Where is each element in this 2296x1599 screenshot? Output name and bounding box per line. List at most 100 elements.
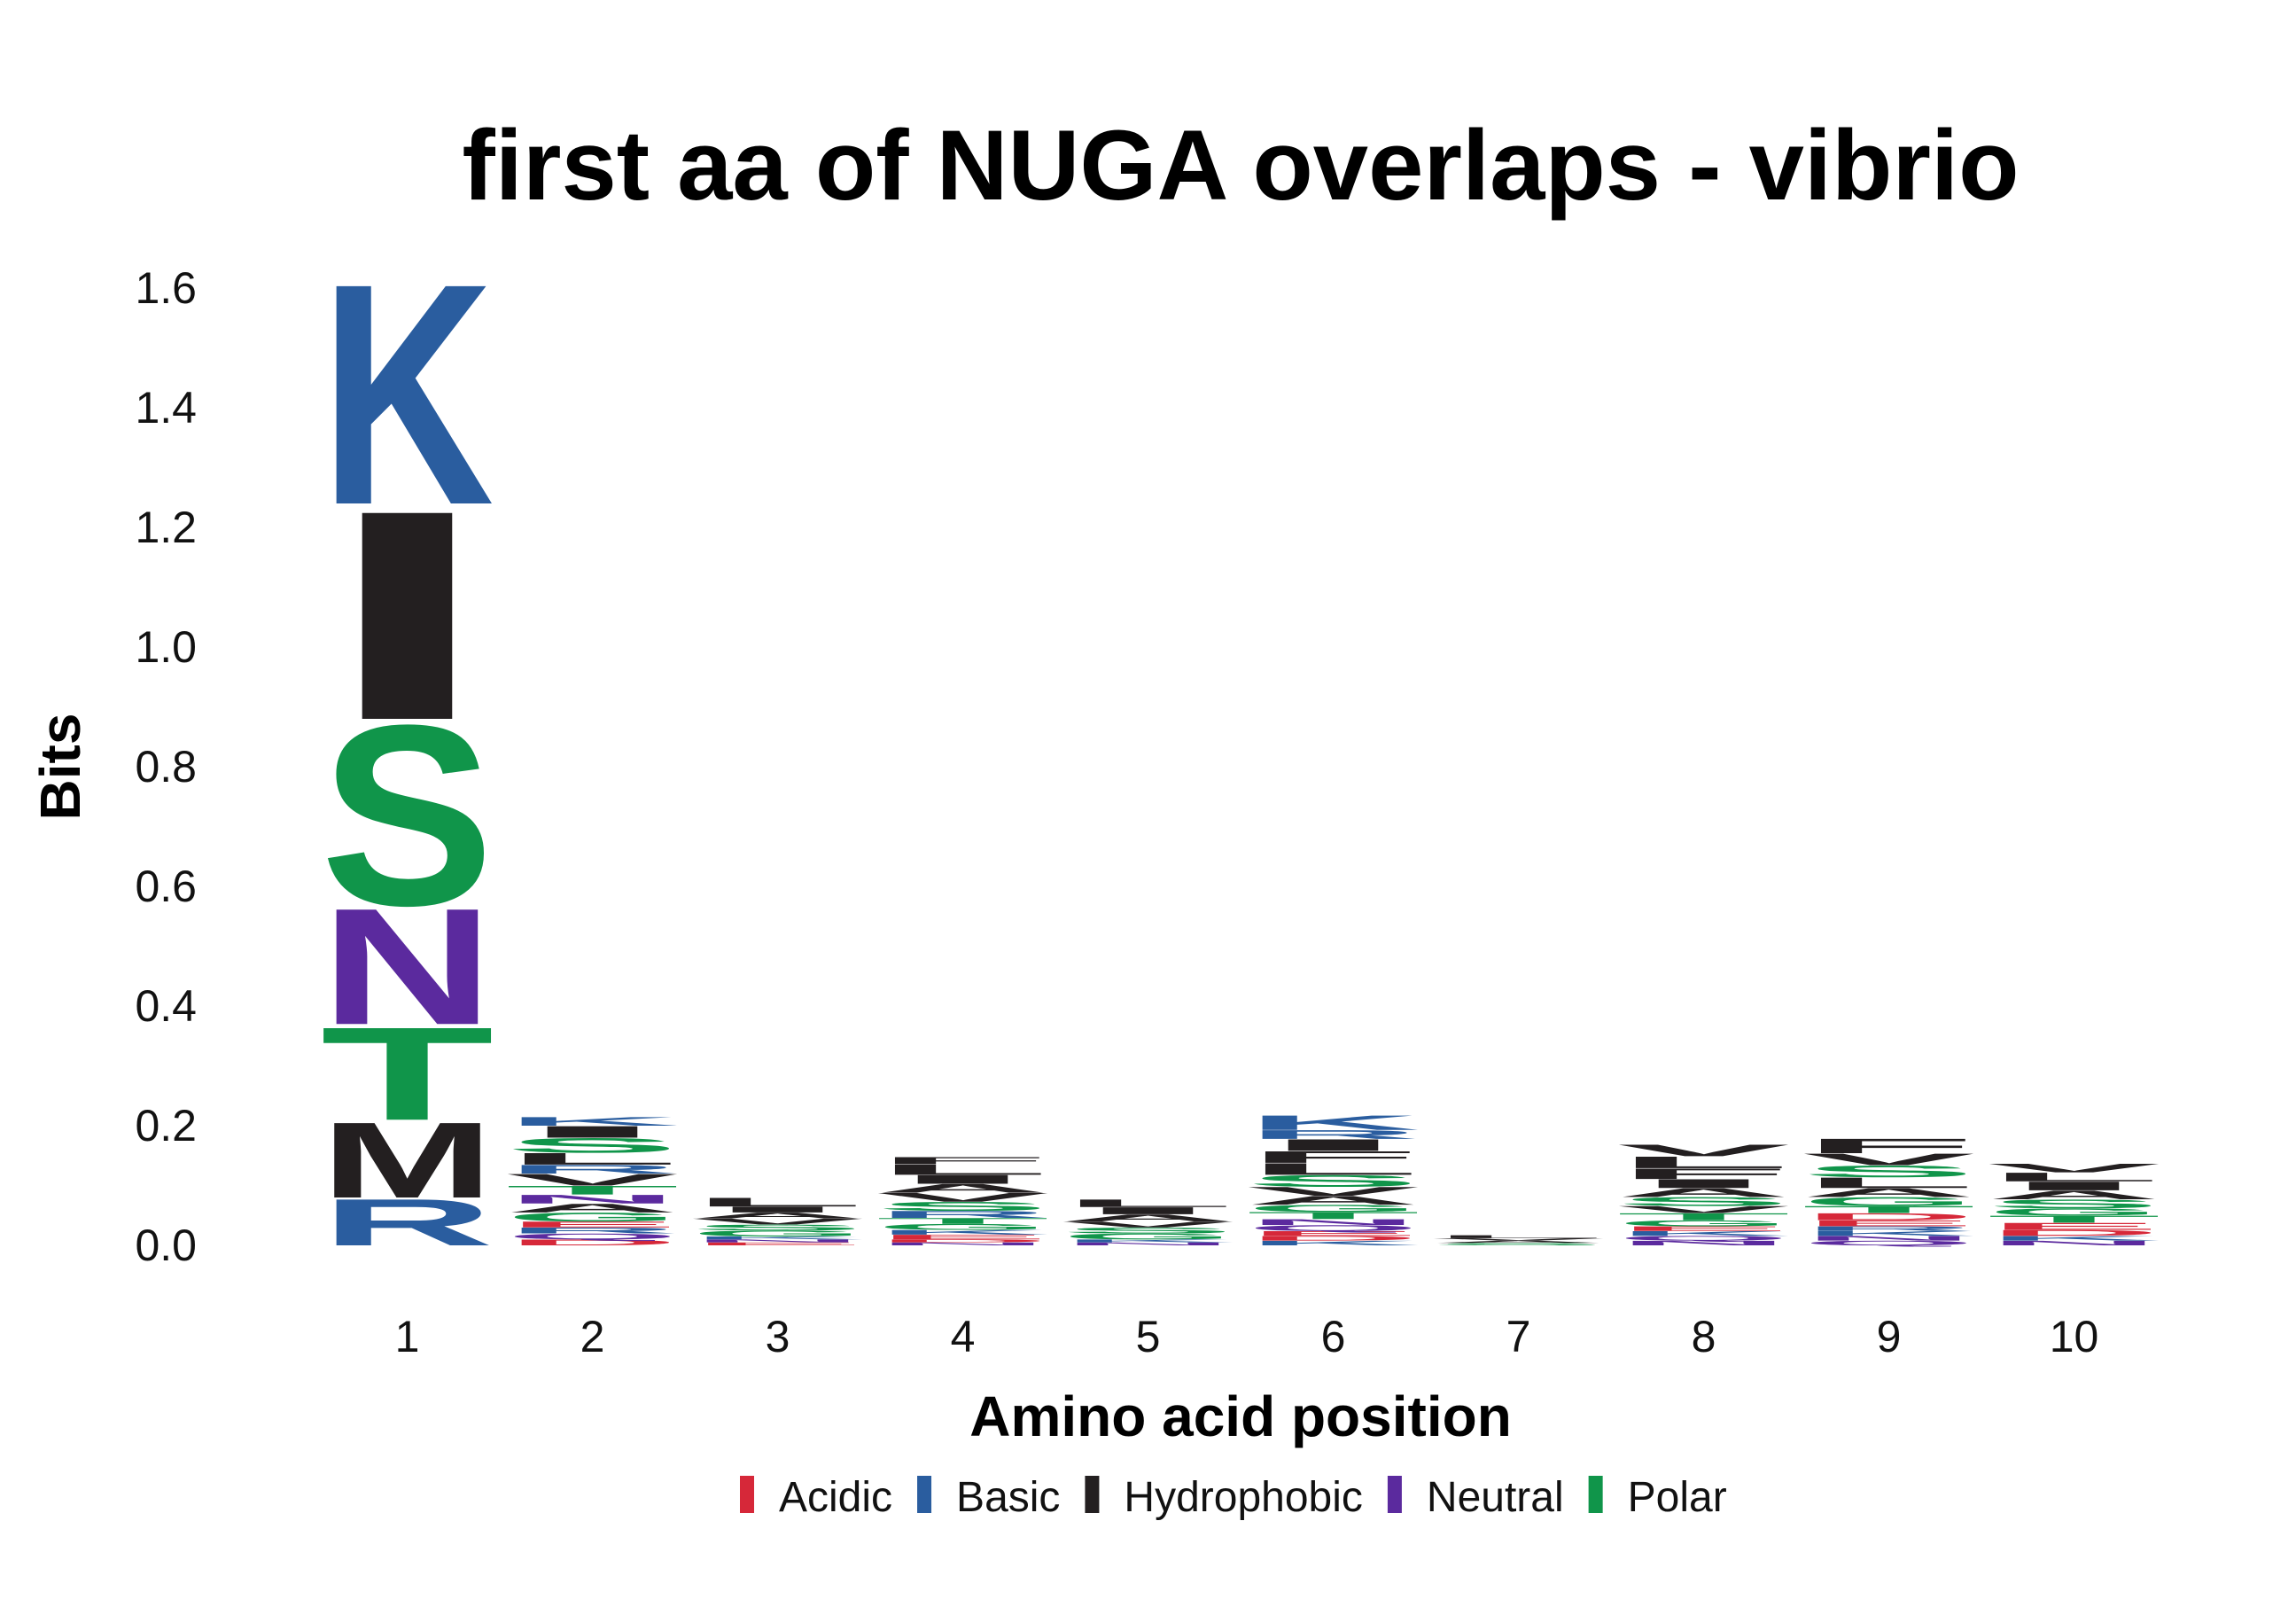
logo-letter-pos1-M: M (321, 1099, 494, 1221)
y-tick-label: 0.4 (135, 981, 197, 1031)
logo-letter-pos8-V: V (1617, 1141, 1790, 1159)
logo-letter-pos4-I: I (876, 1173, 1050, 1187)
logo-letter-pos8-E: E (1617, 1225, 1791, 1232)
logo-letter-pos7-L: L (1432, 1235, 1606, 1239)
logo-letter-pos8-I: I (1617, 1176, 1791, 1190)
logo-letter-pos5-V: V (1062, 1220, 1234, 1228)
logo-letter-pos9-R: R (1802, 1225, 1976, 1232)
legend-swatch-neutral (1387, 1476, 1402, 1513)
logo-letter-pos1-N: N (320, 874, 494, 1059)
logo-letter-pos8-V: V (1617, 1204, 1790, 1215)
logo-letter-pos4-K: K (876, 1228, 1050, 1236)
logo-letter-pos2-I: I (506, 1123, 680, 1142)
logo-letter-pos2-Q: Q (506, 1232, 680, 1241)
logo-letter-pos9-S: S (1802, 1162, 1975, 1181)
logo-letter-pos6-V: V (1247, 1184, 1420, 1198)
logo-letter-pos3-L: L (691, 1195, 865, 1209)
logo-letter-pos10-K: K (1988, 1235, 2161, 1242)
x-tick-label: 5 (1136, 1312, 1161, 1361)
logo-letter-pos9-D: D (1802, 1211, 1976, 1222)
logo-letter-pos2-G: G (506, 1210, 680, 1224)
logo-letter-pos10-I: I (1988, 1179, 2161, 1193)
x-tick-label: 9 (1877, 1312, 1902, 1361)
y-tick-label: 1.4 (135, 383, 197, 433)
logo-letter-pos10-L: L (1988, 1170, 2161, 1184)
logo-letter-pos3-G: G (691, 1228, 865, 1237)
logo-letter-pos8-N: N (1617, 1239, 1791, 1246)
logo-letter-pos8-K: K (1617, 1229, 1791, 1236)
legend-label-neutral: Neutral (1427, 1474, 1564, 1521)
logo-letter-pos9-E: E (1802, 1219, 1976, 1228)
logo-letter-pos2-N: N (505, 1192, 679, 1206)
legend-swatch-hydrophobic (1085, 1476, 1100, 1513)
legend-swatch-basic (917, 1476, 932, 1513)
logo-letter-pos4-N: N (876, 1242, 1050, 1246)
logo-letter-pos5-N: N (1062, 1242, 1235, 1246)
logo-letter-pos4-E: E (876, 1234, 1050, 1241)
logo-letter-pos10-V: V (1988, 1161, 2160, 1175)
logo-letter-pos6-Q: Q (1247, 1223, 1420, 1232)
logo-letter-pos4-G: G (876, 1222, 1050, 1231)
chart-title: first aa of NUGA overlaps - vibrio (462, 110, 2019, 221)
logo-letter-pos10-S: S (1988, 1197, 2161, 1212)
y-tick-label: 0.0 (135, 1221, 197, 1270)
legend-label-basic: Basic (956, 1474, 1060, 1521)
y-tick-label: 1.6 (135, 263, 197, 313)
logo-letter-pos4-R: R (876, 1209, 1050, 1221)
x-tick-label: 7 (1506, 1312, 1531, 1361)
y-axis-ticks: 0.0 0.2 0.4 0.6 0.8 1.0 1.2 1.4 1.6 (135, 263, 197, 1270)
logo-letter-pos10-N: N (1988, 1239, 2161, 1246)
logo-letter-pos5-K: K (1062, 1238, 1235, 1243)
logo-letter-pos6-S: S (1247, 1172, 1420, 1190)
logo-letter-pos10-E: E (1988, 1221, 2161, 1232)
x-tick-label: 8 (1692, 1312, 1716, 1361)
logo-letter-pos6-N: N (1247, 1218, 1420, 1228)
logo-letter-pos10-T: T (1988, 1213, 2161, 1225)
logo-letter-pos6-T: T (1247, 1210, 1420, 1221)
logo-letter-pos5-I: I (1062, 1205, 1235, 1217)
logo-letter-pos8-F: F (1617, 1166, 1791, 1182)
logo-letter-pos2-A: A (505, 1201, 679, 1215)
logo-letter-pos4-F: F (876, 1155, 1050, 1166)
logo-letter-pos1-I: I (321, 448, 494, 783)
logo-letter-pos9-V: V (1802, 1150, 1975, 1169)
logo-letter-pos1-K: K (320, 218, 494, 571)
x-tick-label: 4 (951, 1312, 976, 1361)
logo-letter-pos2-R: R (506, 1226, 680, 1236)
logo-letter-pos6-E: E (1247, 1229, 1420, 1236)
y-tick-label: 0.8 (135, 742, 197, 792)
logo-letter-pos10-A: A (1987, 1188, 2160, 1202)
logo-letter-pos6-K: K (1246, 1112, 1420, 1135)
logo-letter-pos9-G: G (1802, 1195, 1976, 1209)
logo-letter-pos8-A: A (1616, 1186, 1790, 1200)
legend-swatch-polar (1588, 1476, 1603, 1513)
logo-letter-pos9-F: F (1802, 1135, 1976, 1158)
logo-letter-pos6-I: I (1247, 1135, 1420, 1154)
logo-letter-pos3-E: E (691, 1242, 865, 1246)
logo-letter-pos4-D: D (876, 1238, 1050, 1243)
logo-letter-pos7-A: A (1432, 1240, 1606, 1244)
logo-letter-pos5-S: S (1062, 1226, 1235, 1235)
logo-letter-pos5-A: A (1062, 1213, 1235, 1224)
logo-letter-pos6-K: K (1247, 1239, 1420, 1246)
logo-letter-pos5-G: G (1062, 1232, 1235, 1241)
y-tick-label: 1.0 (135, 622, 197, 672)
logo-letter-pos7-S: S (1432, 1243, 1606, 1246)
logo-letter-pos9-K: K (1802, 1229, 1976, 1236)
logo-letter-pos3-S: S (691, 1223, 865, 1232)
logo-letter-pos4-S: S (876, 1199, 1050, 1213)
logo-letter-pos9-A: A (1802, 1186, 1975, 1200)
logo-letter-pos9-Q: Q (1802, 1239, 1976, 1246)
legend-label-acidic: Acidic (779, 1474, 892, 1521)
logo-letter-pos7-V: V (1432, 1237, 1605, 1241)
logo-letter-pos2-D: D (506, 1238, 680, 1248)
x-tick-label: 10 (2050, 1312, 2099, 1361)
x-axis-ticks: 1 2 3 4 5 6 7 8 9 10 (395, 1312, 2099, 1361)
logo-letter-pos6-R: R (1246, 1127, 1420, 1142)
logo-letter-pos6-G: G (1247, 1203, 1420, 1214)
logo-letter-pos8-Q: Q (1617, 1235, 1791, 1242)
logo-letter-pos6-L: L (1247, 1159, 1420, 1178)
logo-letter-pos4-L: L (876, 1161, 1050, 1178)
y-tick-label: 0.6 (135, 862, 197, 911)
